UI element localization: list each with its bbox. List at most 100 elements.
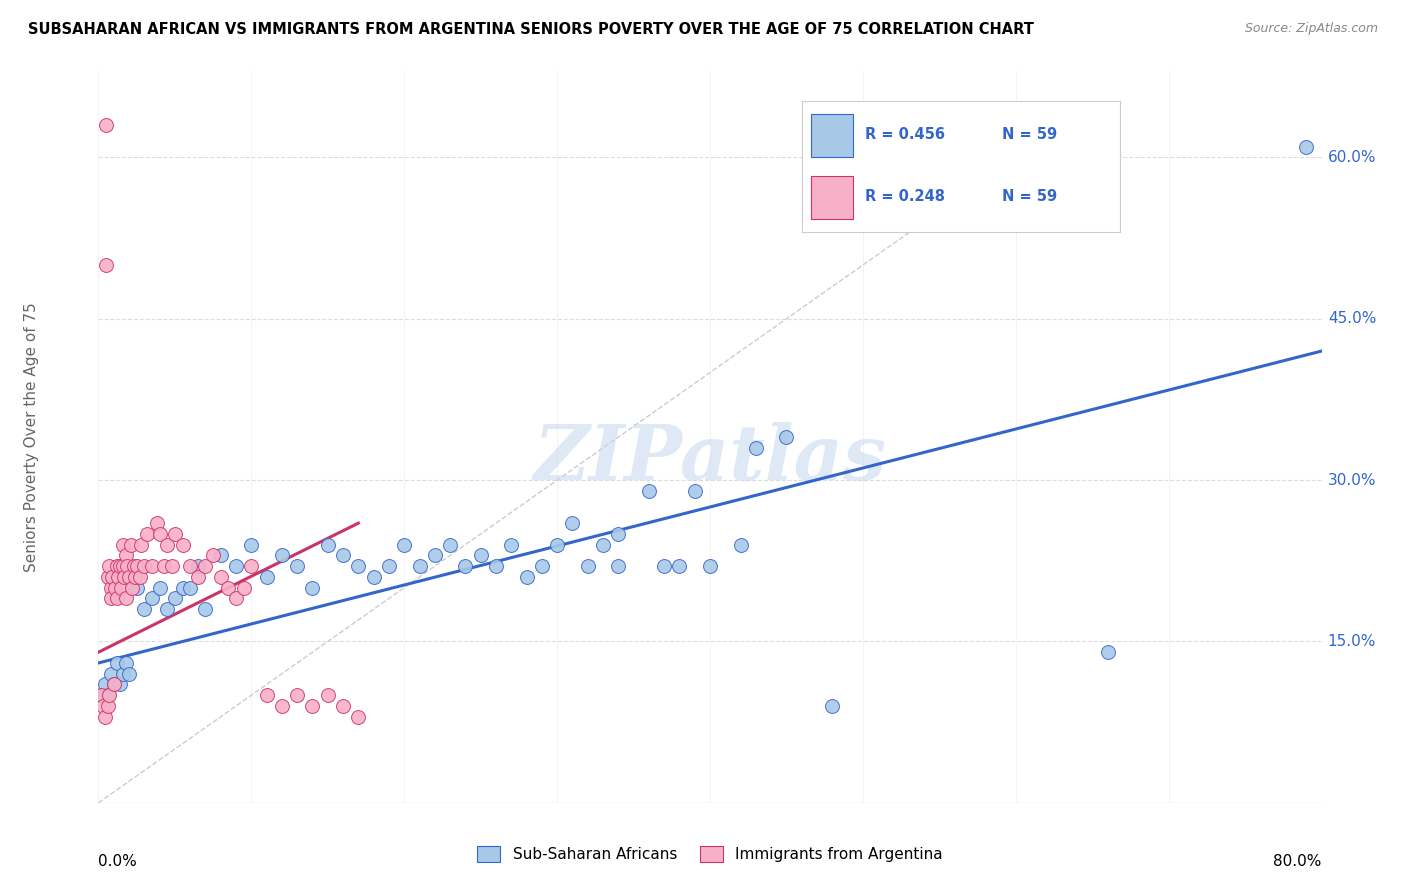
Point (576, 559, 599, 574)
Point (105, 656, 128, 670)
Text: 15.0%: 15.0% (1327, 634, 1376, 649)
Point (470, 549, 492, 563)
Point (683, 483, 706, 498)
Point (240, 538, 263, 552)
Point (120, 538, 142, 552)
Point (270, 549, 292, 563)
Point (103, 677, 125, 691)
Point (100, 581, 122, 595)
Point (256, 570, 278, 584)
Point (316, 538, 339, 552)
Point (485, 559, 508, 574)
Legend: Sub-Saharan Africans, Immigrants from Argentina: Sub-Saharan Africans, Immigrants from Ar… (471, 840, 949, 868)
Point (141, 591, 163, 606)
Point (179, 559, 201, 574)
Point (160, 559, 183, 574)
Point (156, 602, 179, 616)
Point (378, 559, 401, 574)
Point (225, 591, 247, 606)
Point (501, 538, 523, 552)
Point (149, 527, 172, 541)
Point (122, 559, 145, 574)
Point (134, 602, 156, 616)
Point (128, 570, 150, 584)
Point (107, 570, 129, 584)
Point (301, 698, 323, 713)
Point (156, 538, 179, 552)
Point (118, 570, 141, 584)
Point (108, 559, 131, 574)
Text: 45.0%: 45.0% (1327, 311, 1376, 326)
Point (93, 677, 115, 691)
Point (97, 698, 120, 713)
Point (112, 570, 135, 584)
Point (745, 441, 768, 455)
Point (90, 688, 112, 702)
Point (202, 549, 225, 563)
Point (347, 559, 370, 574)
Point (129, 538, 152, 552)
Text: 60.0%: 60.0% (1327, 150, 1376, 165)
Point (149, 581, 172, 595)
Point (439, 538, 461, 552)
Point (1295, 139, 1317, 153)
Point (194, 602, 217, 616)
Point (172, 581, 194, 595)
Point (124, 570, 146, 584)
Text: 30.0%: 30.0% (1327, 473, 1376, 488)
Point (652, 559, 675, 574)
Point (111, 559, 134, 574)
Point (115, 549, 138, 563)
Point (232, 581, 254, 595)
Point (240, 559, 263, 574)
Point (285, 559, 308, 574)
Point (285, 688, 308, 702)
Point (115, 656, 138, 670)
Point (104, 581, 127, 595)
Text: 80.0%: 80.0% (1274, 854, 1322, 869)
Point (194, 559, 217, 574)
Point (93, 710, 115, 724)
Point (90, 688, 112, 702)
Point (105, 559, 128, 574)
Point (94, 258, 117, 272)
Text: Source: ZipAtlas.com: Source: ZipAtlas.com (1244, 22, 1378, 36)
Point (270, 698, 292, 713)
Point (111, 666, 134, 681)
Point (423, 549, 446, 563)
Point (592, 538, 614, 552)
Point (209, 570, 232, 584)
Point (530, 559, 553, 574)
Point (392, 538, 416, 552)
Point (136, 527, 159, 541)
Point (301, 581, 323, 595)
Point (1097, 645, 1119, 659)
Point (332, 549, 354, 563)
Point (607, 527, 630, 541)
Point (125, 581, 148, 595)
Point (100, 591, 122, 606)
Point (179, 581, 201, 595)
Point (94, 118, 117, 132)
Point (108, 677, 131, 691)
Point (699, 559, 721, 574)
Point (134, 559, 156, 574)
Point (115, 591, 138, 606)
Point (105, 591, 128, 606)
Point (163, 591, 186, 606)
Point (98, 688, 121, 702)
Text: 0.0%: 0.0% (98, 854, 138, 869)
Point (546, 538, 568, 552)
Point (668, 559, 690, 574)
Point (561, 516, 583, 530)
Point (97, 688, 120, 702)
Point (187, 559, 209, 574)
Point (607, 559, 630, 574)
Point (91, 698, 114, 713)
Text: SUBSAHARAN AFRICAN VS IMMIGRANTS FROM ARGENTINA SENIORS POVERTY OVER THE AGE OF : SUBSAHARAN AFRICAN VS IMMIGRANTS FROM AR… (28, 22, 1033, 37)
Point (730, 538, 752, 552)
Point (125, 559, 148, 574)
Point (316, 688, 339, 702)
Point (101, 570, 124, 584)
Point (97, 570, 120, 584)
